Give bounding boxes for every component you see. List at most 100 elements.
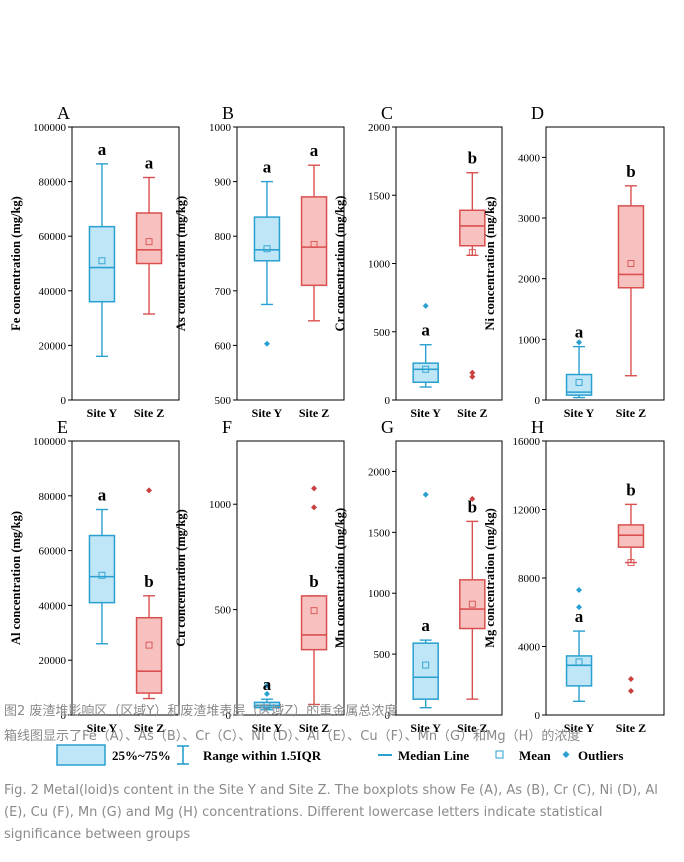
- legend-mean-label: Mean: [519, 748, 552, 763]
- significance-letter: b: [626, 162, 635, 181]
- x-tick-label: Site Y: [410, 721, 441, 735]
- panel-a: A 0 20000 40000 60000 80000 100000 Fe concentra…: [9, 103, 180, 420]
- y-tick-label: 8000: [518, 573, 541, 585]
- mean-marker: [310, 240, 318, 248]
- x-tick-label: Site Z: [134, 721, 164, 735]
- y-tick-label: 40000: [39, 286, 67, 298]
- plot-frame: [71, 126, 180, 401]
- outlier-point: [576, 604, 583, 611]
- y-tick-label: 3000: [518, 213, 541, 225]
- y-tick-label: 1000: [209, 499, 232, 511]
- legend-range-icon: [177, 745, 189, 765]
- mean-marker: [627, 559, 635, 567]
- legend-range-label: Range within 1.5IQR: [203, 748, 322, 763]
- mean-marker: [468, 600, 476, 608]
- x-tick-label: Site Y: [87, 721, 118, 735]
- panel-c: C 0 500 1000 1500 2000 Cr concentration (mg/kg…: [333, 103, 503, 420]
- x-tick-label: Site Z: [457, 406, 487, 420]
- y-tick-label: 500: [374, 649, 391, 661]
- panel-letter: D: [531, 103, 544, 123]
- x-tick-label: Site Y: [410, 406, 441, 420]
- outlier-point: [263, 340, 270, 347]
- y-tick-label: 0: [385, 710, 391, 722]
- mean-marker: [98, 571, 106, 579]
- y-tick-label: 16000: [513, 436, 541, 448]
- y-tick-label: 0: [535, 395, 541, 407]
- outlier-point: [146, 487, 153, 494]
- y-tick-label: 4000: [518, 152, 541, 164]
- significance-letter: a: [98, 140, 107, 159]
- significance-letter: b: [468, 149, 477, 168]
- y-tick-label: 100000: [33, 436, 67, 448]
- significance-letter: b: [144, 572, 153, 591]
- x-tick-label: Site Y: [252, 721, 283, 735]
- mean-marker: [422, 365, 430, 373]
- box-site-y: a Site Y: [252, 158, 283, 420]
- x-tick-label: Site Z: [616, 721, 646, 735]
- iqr-box: [300, 595, 328, 651]
- y-tick-label: 1000: [209, 122, 232, 134]
- significance-letter: b: [309, 572, 318, 591]
- panel-g: G 0 500 1000 1500 2000 Mn concentration (mg/kg…: [333, 417, 503, 735]
- iqr-box: [459, 579, 486, 630]
- y-tick-label: 500: [374, 327, 391, 339]
- outlier-point: [422, 302, 429, 309]
- box-site-z: b Site Z: [616, 162, 646, 420]
- panel-h: H 0 4000 8000 12000 16000 Mg concentration (mg…: [483, 417, 665, 735]
- y-tick-label: 40000: [39, 600, 67, 612]
- y-tick-label: 20000: [39, 655, 67, 667]
- iqr-box: [412, 642, 439, 700]
- significance-letter: a: [575, 323, 584, 342]
- box-site-y: a Site Y: [87, 140, 118, 420]
- mean-marker: [145, 238, 153, 246]
- outlier-point: [469, 495, 476, 502]
- panel-letter: A: [57, 103, 70, 123]
- y-tick-label: 2000: [368, 466, 391, 478]
- y-tick-label: 600: [215, 340, 232, 352]
- y-axis-label: Fe concentration (mg/kg): [9, 196, 23, 331]
- iqr-box: [253, 216, 281, 262]
- box-site-z: b Site Z: [134, 487, 164, 735]
- y-tick-label: 80000: [39, 491, 67, 503]
- mean-marker: [98, 257, 106, 265]
- y-tick-label: 0: [61, 395, 67, 407]
- x-tick-label: Site Z: [457, 721, 487, 735]
- legend-mean-marker: [495, 750, 504, 759]
- x-tick-label: Site Y: [252, 406, 283, 420]
- y-tick-label: 0: [385, 395, 391, 407]
- legend-box-swatch: [56, 744, 106, 766]
- panel-letter: F: [222, 417, 232, 437]
- panel-e: E 0 20000 40000 60000 80000 100000 Al concentra…: [9, 417, 180, 735]
- y-axis-label: Al concentration (mg/kg): [9, 511, 23, 645]
- outlier-point: [627, 676, 634, 683]
- y-tick-label: 0: [61, 710, 67, 722]
- y-tick-label: 2000: [518, 274, 541, 286]
- caption-en: Fig. 2 Metal(loid)s content in the Site …: [4, 783, 658, 842]
- box-site-y: a Site Y: [410, 491, 441, 735]
- plot-frame: [395, 440, 503, 716]
- x-tick-label: Site Z: [299, 721, 329, 735]
- box-site-z: a Site Z: [299, 141, 329, 420]
- iqr-box: [617, 524, 645, 548]
- x-tick-label: Site Z: [616, 406, 646, 420]
- y-axis-label: Ni concentration (mg/kg): [483, 196, 497, 330]
- y-axis-label: Mg concentration (mg/kg): [483, 508, 497, 648]
- y-tick-label: 1500: [368, 527, 391, 539]
- y-tick-label: 0: [535, 710, 541, 722]
- outlier-point: [469, 369, 476, 376]
- iqr-box: [565, 655, 593, 687]
- outlier-point: [422, 491, 429, 498]
- significance-letter: a: [263, 158, 272, 177]
- box-site-y: a Site Y: [252, 675, 283, 735]
- chart-legend: 25%~75% Range within 1.5IQR Median Line …: [56, 744, 624, 766]
- panel-d: D 0 1000 2000 3000 4000 Ni concentration (mg/k…: [483, 103, 665, 420]
- y-tick-label: 60000: [39, 231, 67, 243]
- significance-letter: a: [421, 616, 430, 635]
- plot-frame: [236, 126, 345, 401]
- y-axis-label: Cu concentration (mg/kg): [174, 509, 188, 647]
- significance-letter: b: [626, 480, 635, 499]
- caption-zh-title: 图2 废渣堆影响区（区域Y）和废渣堆表层（区域Z）的重金属总浓度: [4, 704, 398, 719]
- panel-b: B 500 600 700 800 900 1000 As concentration (mg…: [174, 103, 345, 420]
- caption-zh-body: 箱线图显示了Fe（A）、As（B）、Cr（C）、Ni（D）、Al（E）、Cu（F…: [4, 729, 581, 744]
